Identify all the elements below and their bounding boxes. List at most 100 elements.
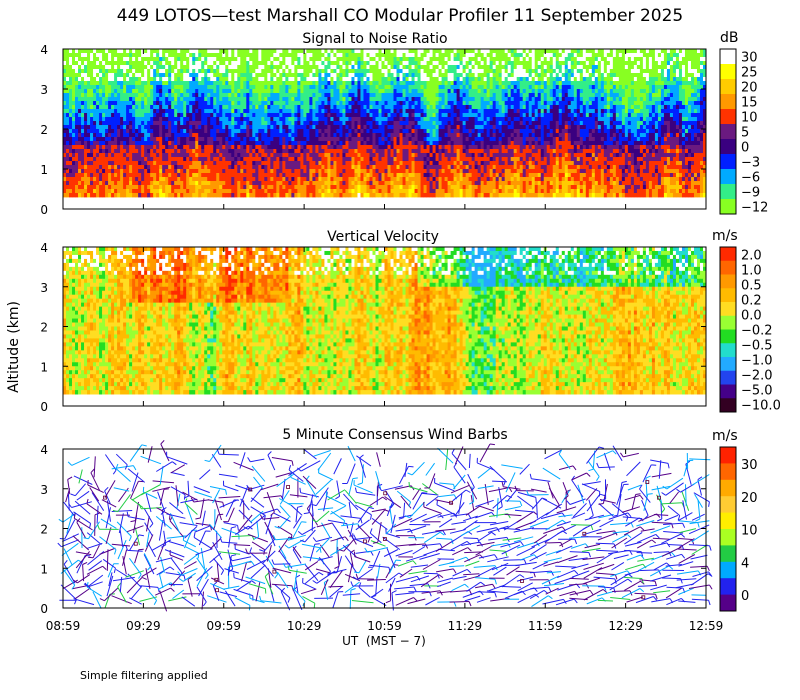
heatmap-cell [201, 77, 205, 82]
heatmap-cell [567, 53, 572, 58]
heatmap-cell [330, 57, 334, 62]
heatmap-cell [138, 125, 142, 130]
heatmap-cell [699, 89, 704, 94]
heatmap-cell [375, 97, 379, 102]
heatmap-cell [126, 141, 130, 146]
heatmap-cell [669, 133, 674, 138]
heatmap-cell [162, 85, 166, 90]
heatmap-cell [585, 93, 590, 98]
heatmap-cell [342, 89, 346, 94]
heatmap-cell [291, 97, 295, 102]
heatmap-cell [198, 93, 202, 98]
heatmap-cell [612, 97, 617, 102]
heatmap-cell [570, 133, 575, 138]
heatmap-cell [639, 121, 644, 126]
heatmap-cell [141, 65, 145, 70]
heatmap-cell [156, 117, 160, 122]
heatmap-cell [513, 101, 518, 106]
heatmap-cell [513, 69, 518, 74]
heatmap-cell [636, 53, 641, 58]
heatmap-cell [360, 101, 364, 106]
heatmap-cell [531, 89, 536, 94]
heatmap-cell [423, 97, 427, 102]
heatmap-cell [147, 77, 151, 82]
heatmap-cell [507, 121, 512, 126]
heatmap-cell [516, 137, 521, 142]
heatmap-cell [141, 129, 145, 134]
heatmap-cell [555, 89, 560, 94]
heatmap-cell [450, 129, 454, 134]
heatmap-cell [495, 137, 500, 142]
heatmap-cell [357, 93, 361, 98]
heatmap-cell [414, 49, 418, 54]
heatmap-cell [450, 113, 454, 118]
heatmap-cell [72, 69, 76, 74]
heatmap-cell [384, 109, 388, 114]
heatmap-cell [678, 117, 683, 122]
heatmap-cell [336, 117, 340, 122]
heatmap-cell [96, 65, 100, 70]
heatmap-cell [318, 133, 322, 138]
heatmap-cell [240, 77, 244, 82]
heatmap-cell [594, 65, 599, 70]
heatmap-cell [699, 113, 704, 118]
heatmap-cell [681, 109, 686, 114]
heatmap-cell [159, 57, 163, 62]
heatmap-cell [453, 137, 458, 142]
heatmap-cell [618, 113, 623, 118]
heatmap-cell [522, 101, 527, 106]
heatmap-cell [450, 105, 454, 110]
heatmap-cell [345, 69, 349, 74]
heatmap-cell [363, 129, 367, 134]
heatmap-cell [444, 85, 448, 90]
heatmap-cell [354, 105, 358, 110]
heatmap-cell [498, 113, 503, 118]
heatmap-cell [627, 125, 632, 130]
heatmap-cell [99, 81, 103, 86]
heatmap-cell [657, 121, 662, 126]
heatmap-cell [117, 61, 121, 66]
heatmap-cell [513, 61, 518, 66]
heatmap-cell [156, 89, 160, 94]
heatmap-cell [159, 109, 163, 114]
heatmap-cell [690, 101, 695, 106]
heatmap-cell [612, 109, 617, 114]
heatmap-cell [174, 53, 178, 58]
heatmap-cell [411, 81, 415, 86]
heatmap-cell [411, 57, 415, 62]
heatmap-cell [681, 89, 686, 94]
heatmap-cell [699, 125, 704, 130]
heatmap-cell [312, 121, 316, 126]
heatmap-cell [318, 65, 322, 70]
heatmap-cell [549, 101, 554, 106]
heatmap-cell [321, 49, 325, 54]
heatmap-cell [579, 93, 584, 98]
heatmap-cell [618, 133, 623, 138]
heatmap-cell [234, 49, 238, 54]
heatmap-cell [105, 85, 109, 90]
heatmap-cell [135, 81, 139, 86]
heatmap-cell [591, 137, 596, 142]
heatmap-cell [405, 73, 409, 78]
heatmap-cell [477, 97, 482, 102]
heatmap-cell [243, 117, 247, 122]
heatmap-cell [588, 129, 593, 134]
heatmap-cell [99, 53, 103, 58]
heatmap-cell [468, 97, 473, 102]
heatmap-cell [324, 73, 328, 78]
heatmap-cell [312, 129, 316, 134]
heatmap-cell [81, 81, 85, 86]
heatmap-cell [93, 109, 97, 114]
heatmap-cell [417, 61, 421, 66]
heatmap-cell [216, 81, 220, 86]
heatmap-cell [492, 121, 497, 126]
heatmap-cell [315, 101, 319, 106]
heatmap-cell [606, 73, 611, 78]
heatmap-cell [399, 109, 403, 114]
heatmap-cell [549, 61, 554, 66]
heatmap-cell [75, 61, 79, 66]
heatmap-cell [243, 109, 247, 114]
heatmap-cell [555, 73, 560, 78]
heatmap-cell [297, 125, 301, 130]
heatmap-cell [525, 77, 530, 82]
